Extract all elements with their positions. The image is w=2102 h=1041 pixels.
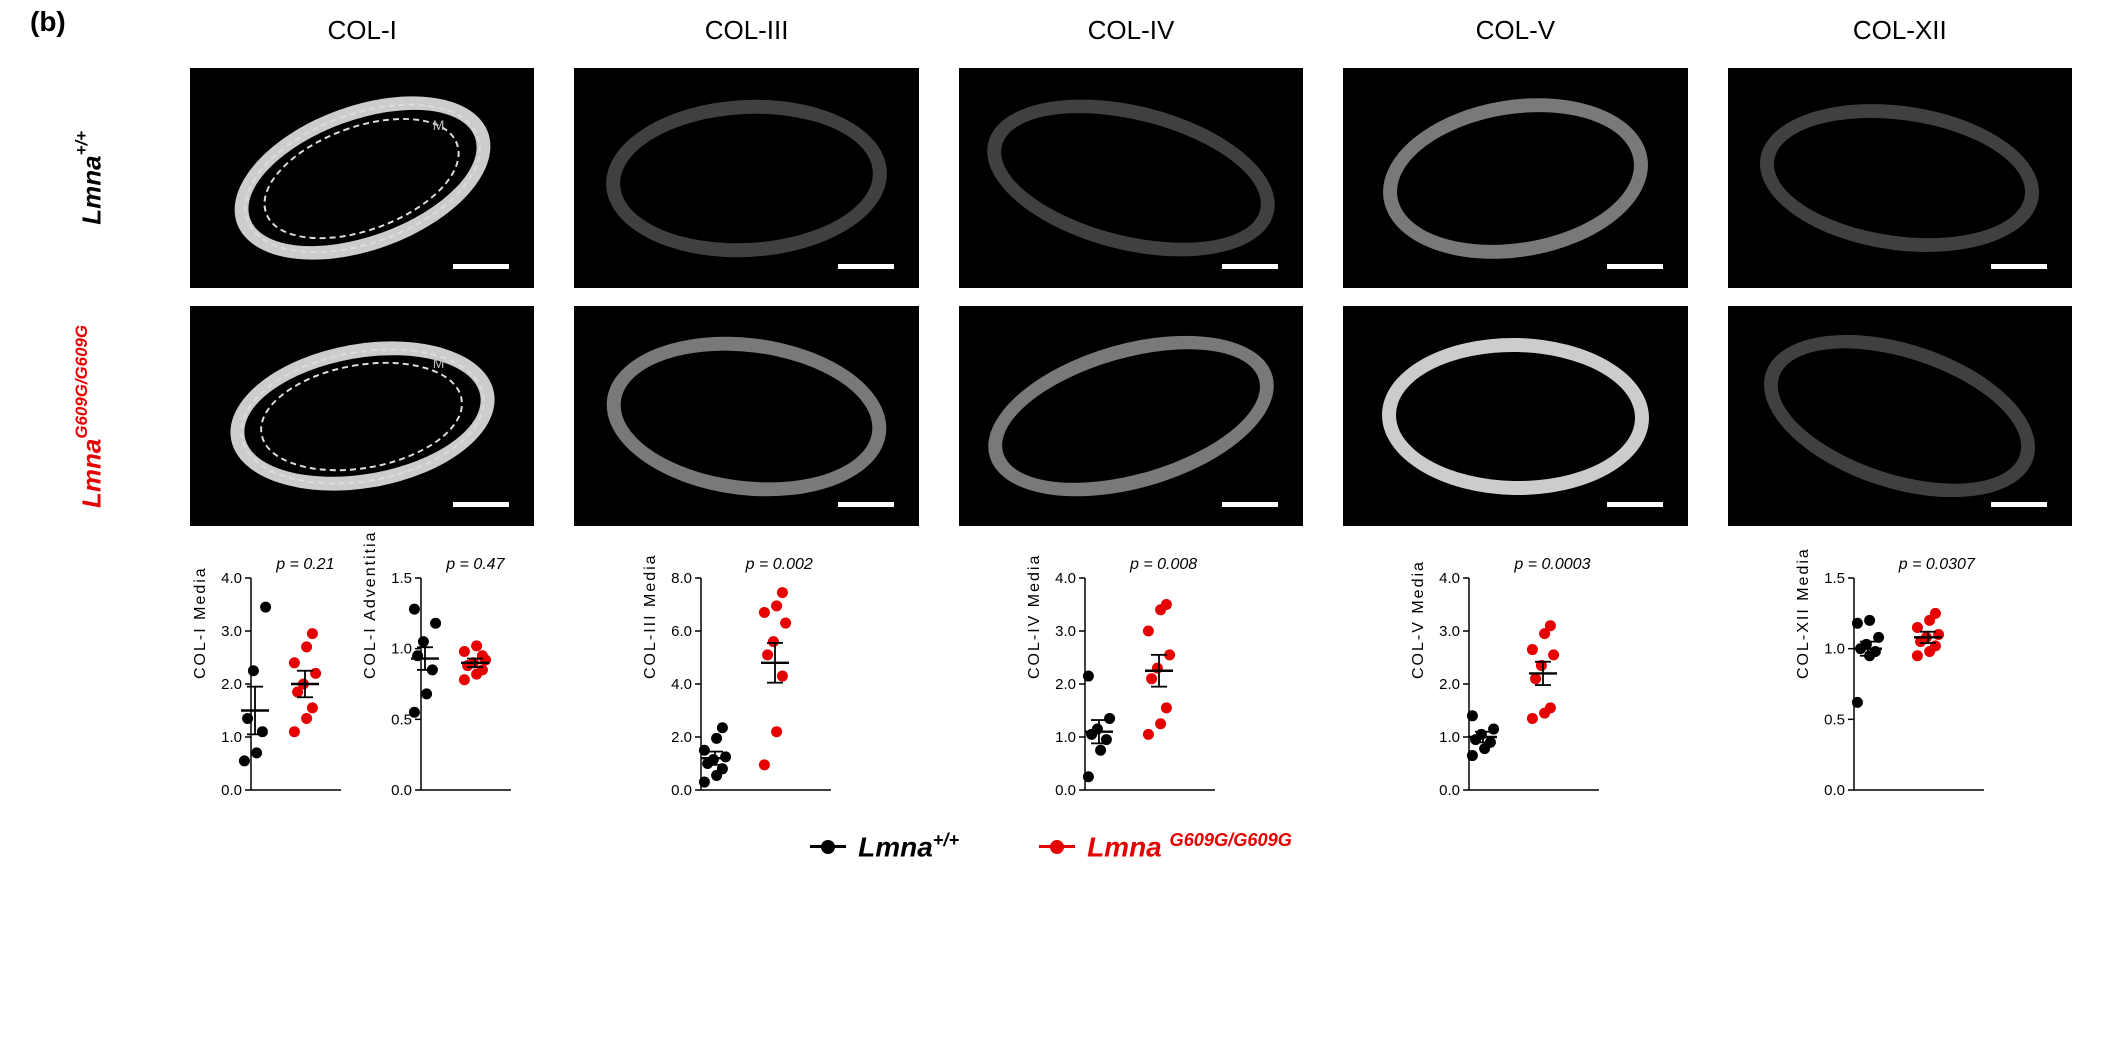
row-label-mutant-text: LmnaG609G/G609G	[72, 325, 108, 508]
legend-mut: Lmna G609G/G609G	[1039, 830, 1292, 863]
micrograph-mut-col1: M	[190, 306, 534, 526]
row-label-wt-text: Lmna+/+	[72, 131, 108, 225]
col-header-1: COL-III	[574, 15, 918, 46]
svg-text:8.0: 8.0	[671, 570, 692, 587]
figure-grid: COL-I COL-III COL-IV COL-V COL-XII Lmna+…	[30, 10, 2072, 804]
chart-cell-0: COL-I Mediap = 0.210.01.02.03.04.0COL-I …	[190, 544, 534, 804]
col-header-2: COL-IV	[959, 15, 1303, 46]
svg-text:3.0: 3.0	[1440, 623, 1461, 640]
svg-text:0.0: 0.0	[391, 782, 412, 799]
micrograph-wt-col4	[959, 68, 1303, 288]
micrograph-wt-col3	[574, 68, 918, 288]
legend-mut-swatch	[1039, 840, 1075, 854]
legend-wt-label: Lmna+/+	[858, 830, 959, 863]
svg-text:4.0: 4.0	[671, 676, 692, 693]
svg-text:3.0: 3.0	[1055, 623, 1076, 640]
micrograph-mut-col12	[1728, 306, 2072, 526]
micrograph-wt-col12	[1728, 68, 2072, 288]
svg-text:0.5: 0.5	[1824, 711, 1845, 728]
svg-text:3.0: 3.0	[221, 623, 242, 640]
svg-text:1.5: 1.5	[1824, 570, 1845, 587]
svg-text:6.0: 6.0	[671, 623, 692, 640]
svg-text:0.0: 0.0	[1440, 782, 1461, 799]
svg-text:0.0: 0.0	[1055, 782, 1076, 799]
svg-text:0.5: 0.5	[391, 711, 412, 728]
figure-legend: Lmna+/+ Lmna G609G/G609G	[30, 830, 2072, 863]
chart-cell-1: COL-III Mediap = 0.0020.02.04.06.08.0	[574, 544, 918, 804]
svg-text:1.0: 1.0	[391, 641, 412, 658]
panel-label: (b)	[30, 6, 66, 38]
chart-cell-3: COL-V Mediap = 0.00030.01.02.03.04.0	[1343, 544, 1687, 804]
svg-text:2.0: 2.0	[1440, 676, 1461, 693]
svg-text:4.0: 4.0	[221, 570, 242, 587]
legend-mut-label: Lmna G609G/G609G	[1087, 830, 1292, 863]
row-label-mutant: LmnaG609G/G609G	[30, 306, 150, 526]
micrograph-wt-col1: M	[190, 68, 534, 288]
micrograph-mut-col3	[574, 306, 918, 526]
svg-text:2.0: 2.0	[1055, 676, 1076, 693]
legend-wt-swatch	[810, 840, 846, 854]
col-header-0: COL-I	[190, 15, 534, 46]
svg-text:1.0: 1.0	[1055, 729, 1076, 746]
svg-text:1.0: 1.0	[1824, 641, 1845, 658]
legend-wt: Lmna+/+	[810, 830, 959, 863]
svg-text:4.0: 4.0	[1055, 570, 1076, 587]
svg-text:2.0: 2.0	[221, 676, 242, 693]
row-label-wt: Lmna+/+	[30, 68, 150, 288]
micrograph-wt-col5	[1343, 68, 1687, 288]
svg-text:1.0: 1.0	[1440, 729, 1461, 746]
svg-text:0.0: 0.0	[671, 782, 692, 799]
chart-cell-2: COL-IV Mediap = 0.0080.01.02.03.04.0	[959, 544, 1303, 804]
col-header-4: COL-XII	[1728, 15, 2072, 46]
svg-text:1.5: 1.5	[391, 570, 412, 587]
micrograph-mut-col4	[959, 306, 1303, 526]
svg-text:0.0: 0.0	[1824, 782, 1845, 799]
micrograph-mut-col5	[1343, 306, 1687, 526]
svg-text:0.0: 0.0	[221, 782, 242, 799]
svg-text:1.0: 1.0	[221, 729, 242, 746]
svg-text:4.0: 4.0	[1440, 570, 1461, 587]
chart-cell-4: COL-XII Mediap = 0.03070.00.51.01.5	[1728, 544, 2072, 804]
col-header-3: COL-V	[1343, 15, 1687, 46]
svg-text:2.0: 2.0	[671, 729, 692, 746]
